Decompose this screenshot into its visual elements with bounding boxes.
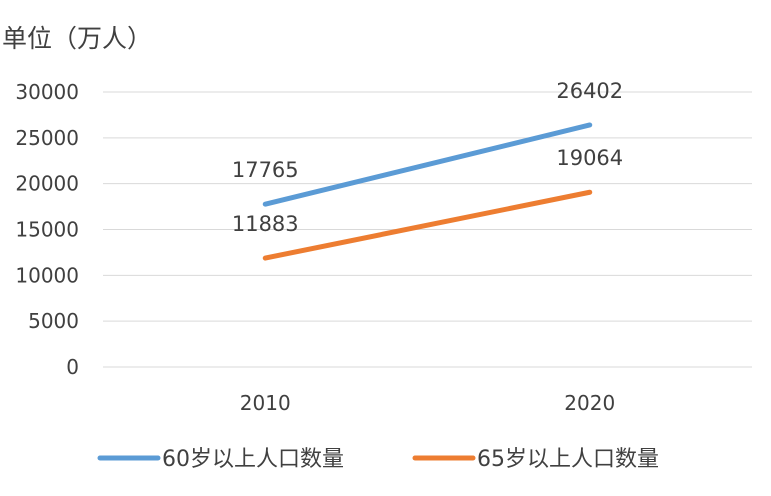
- y-tick-label-20000: 20000: [15, 172, 79, 196]
- legend-label-1: 60岁以上人口数量: [162, 447, 344, 472]
- unit-label: 单位（万人）: [2, 24, 152, 53]
- data-label-s1-2020: 26402: [556, 79, 623, 103]
- series-line-1: [262, 122, 593, 207]
- data-label-s2-2020: 19064: [556, 146, 623, 170]
- gridlines: [103, 91, 752, 368]
- x-tick-label-2020: 2020: [564, 391, 615, 415]
- y-axis-ticks: 0 5000 10000 15000 20000 25000 30000: [15, 80, 79, 379]
- data-label-s2-2010: 11883: [232, 212, 299, 236]
- series-line-2: [262, 189, 593, 261]
- y-tick-label-5000: 5000: [28, 309, 79, 333]
- data-labels: 17765 26402 11883 19064: [232, 79, 623, 236]
- data-label-s1-2010: 17765: [232, 158, 299, 182]
- y-tick-label-15000: 15000: [15, 218, 79, 242]
- legend-label-2: 65岁以上人口数量: [477, 447, 659, 472]
- legend: 60岁以上人口数量 65岁以上人口数量: [97, 447, 659, 472]
- y-tick-label-0: 0: [66, 355, 79, 379]
- y-tick-label-30000: 30000: [15, 80, 79, 104]
- y-tick-label-10000: 10000: [15, 263, 79, 287]
- series-lines: [262, 122, 593, 261]
- y-tick-label-25000: 25000: [15, 126, 79, 150]
- x-tick-label-2010: 2010: [240, 391, 291, 415]
- x-axis-ticks: 2010 2020: [240, 391, 615, 415]
